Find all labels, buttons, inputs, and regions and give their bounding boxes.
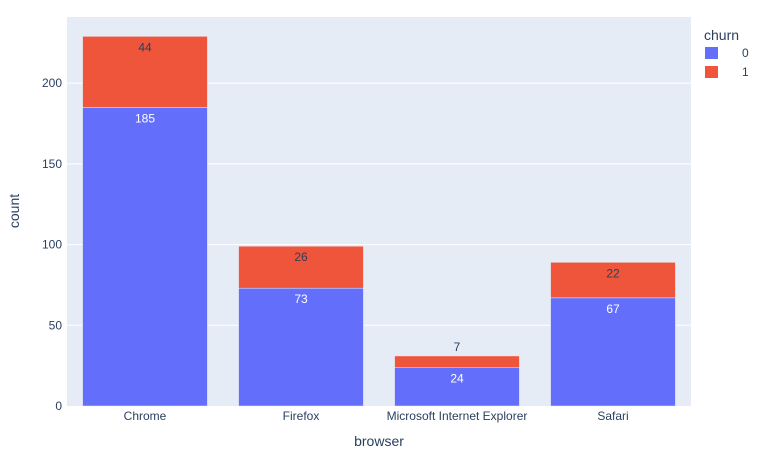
- bar-chrome-churn-1: [82, 36, 208, 108]
- x-tick-label: Microsoft Internet Explorer: [387, 409, 528, 423]
- bar-microsoft-internet-explorer-churn-0: [394, 367, 520, 407]
- bar-safari-churn-0: [550, 297, 676, 407]
- y-tick-label: 150: [42, 157, 62, 171]
- legend-swatch[interactable]: [705, 47, 718, 59]
- legend-item-label[interactable]: 0: [742, 46, 749, 60]
- bar-value-label: 185: [135, 111, 155, 125]
- x-tick-label: Safari: [597, 409, 628, 423]
- y-tick-label: 0: [55, 399, 62, 413]
- x-tick-labels: Chrome Firefox Microsoft Internet Explorer…: [124, 409, 629, 423]
- bar-value-label: 24: [450, 371, 464, 385]
- x-tick-label: Chrome: [124, 409, 167, 423]
- bar-firefox-churn-1: [238, 245, 364, 289]
- y-tick-label: 100: [42, 238, 62, 252]
- bar-value-label: 44: [138, 40, 152, 54]
- y-tick-label: 200: [42, 76, 62, 90]
- bar-value-label: 73: [294, 292, 308, 306]
- legend-item-label[interactable]: 1: [742, 65, 749, 79]
- bar-chrome-churn-0: [82, 107, 208, 407]
- x-axis-title: browser: [354, 433, 404, 449]
- x-tick-label: Firefox: [283, 409, 320, 423]
- bar-value-label: 26: [294, 250, 308, 264]
- y-tick-label: 50: [49, 318, 63, 332]
- bar-value-label: 22: [606, 266, 620, 280]
- bar-value-label: 7: [454, 340, 461, 354]
- bar-microsoft-internet-explorer-churn-1: [394, 355, 520, 368]
- legend-title: churn: [704, 27, 739, 43]
- y-tick-labels: 0 50 100 150 200: [42, 76, 62, 413]
- bars: 185 44 73 26 24 7 67 22: [82, 36, 676, 407]
- legend-swatch[interactable]: [705, 66, 718, 78]
- bar-value-label: 67: [606, 302, 620, 316]
- legend: churn 0 1: [704, 27, 749, 79]
- y-axis-title: count: [6, 194, 22, 228]
- bar-safari-churn-1: [550, 262, 676, 299]
